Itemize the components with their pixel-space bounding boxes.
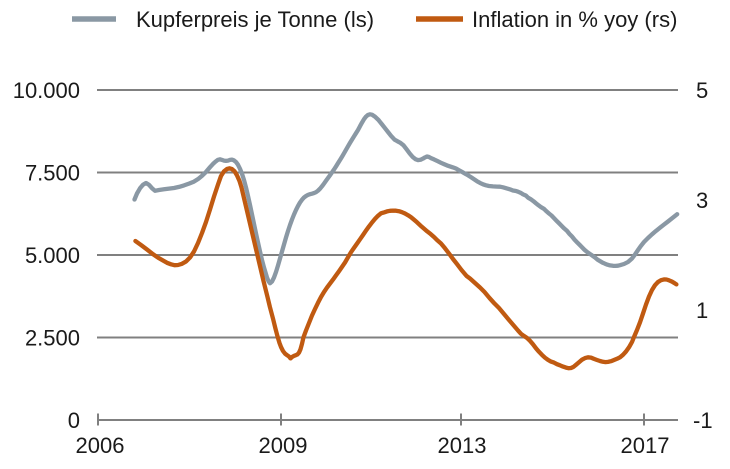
- svg-text:5.000: 5.000: [25, 243, 80, 268]
- svg-text:2017: 2017: [621, 433, 670, 458]
- svg-text:Inflation in % yoy (rs): Inflation in % yoy (rs): [472, 7, 677, 32]
- svg-text:2.500: 2.500: [25, 326, 80, 351]
- svg-text:2009: 2009: [259, 433, 308, 458]
- svg-text:2013: 2013: [438, 433, 487, 458]
- svg-text:0: 0: [68, 408, 80, 433]
- svg-text:7.500: 7.500: [25, 161, 80, 186]
- svg-text:1: 1: [696, 298, 708, 323]
- svg-text:-1: -1: [693, 408, 713, 433]
- svg-text:2006: 2006: [76, 433, 125, 458]
- svg-text:3: 3: [696, 188, 708, 213]
- svg-text:10.000: 10.000: [13, 78, 80, 103]
- svg-text:5: 5: [696, 78, 708, 103]
- svg-text:Kupferpreis je Tonne (ls): Kupferpreis je Tonne (ls): [136, 7, 374, 32]
